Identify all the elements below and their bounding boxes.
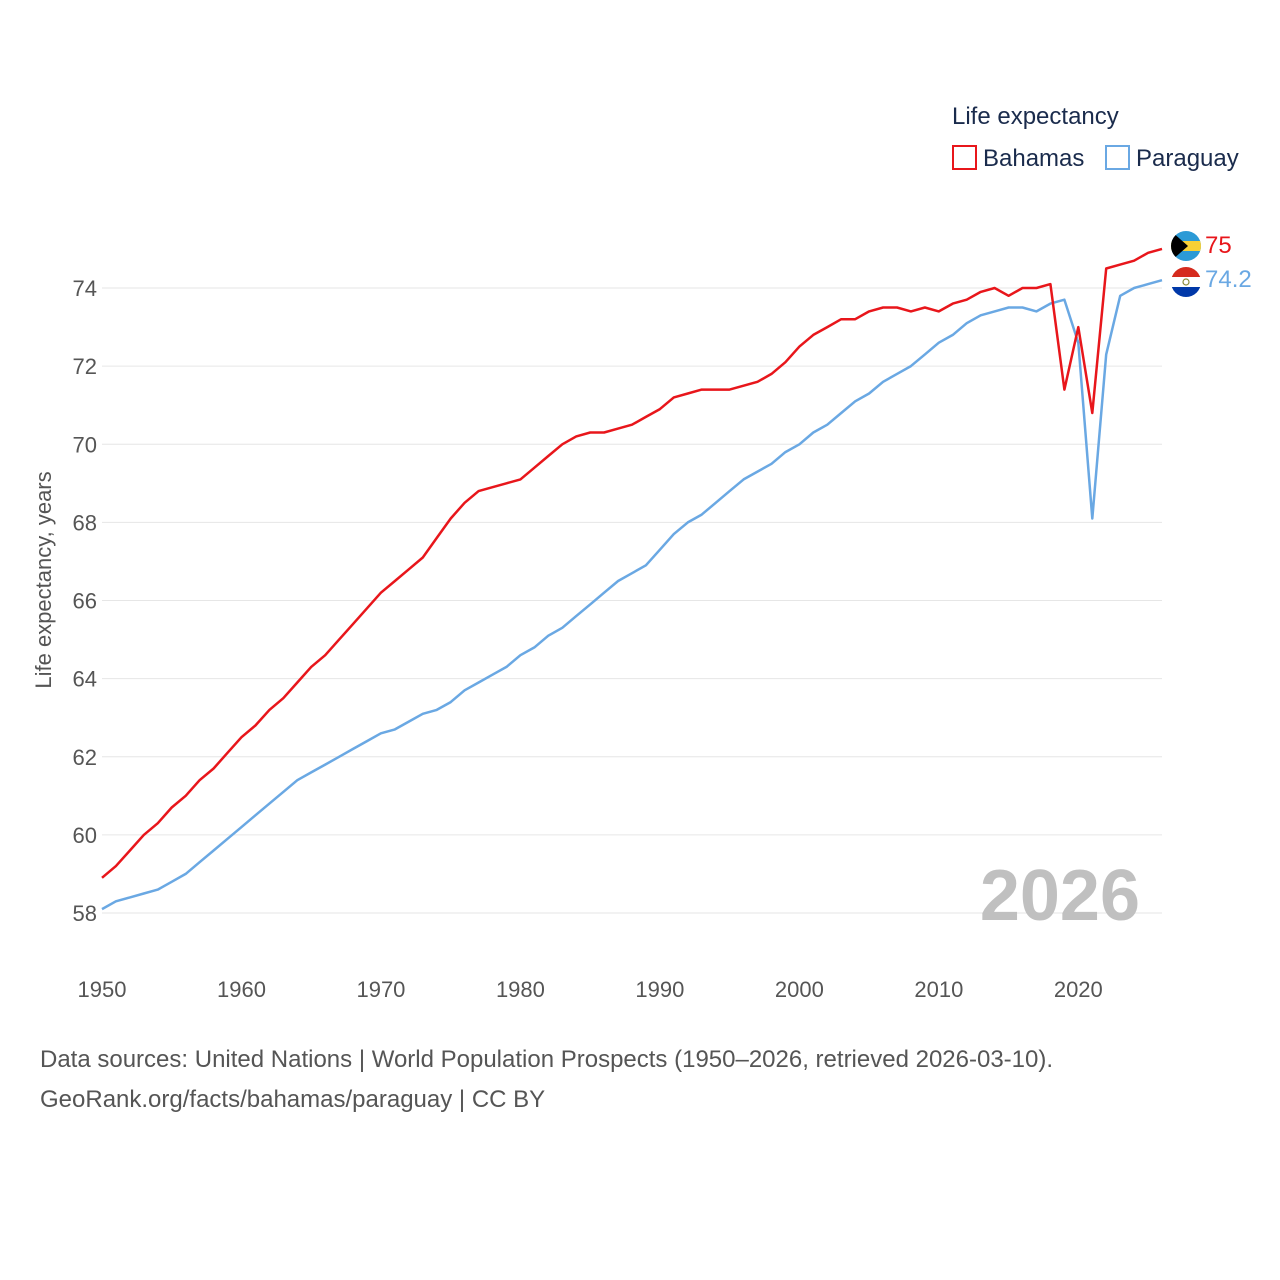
x-tick-label: 1960 [217, 977, 266, 1002]
x-tick-label: 2010 [914, 977, 963, 1002]
legend-swatch-paraguay [1105, 145, 1130, 170]
end-label-bahamas: 75 [1205, 232, 1232, 259]
x-tick-label: 1950 [78, 977, 127, 1002]
y-tick-label: 72 [73, 354, 97, 379]
y-tick-label: 70 [73, 432, 97, 457]
y-tick-label: 74 [73, 276, 97, 301]
x-tick-label: 2020 [1054, 977, 1103, 1002]
y-tick-label: 66 [73, 589, 97, 614]
legend-label-paraguay: Paraguay [1136, 145, 1239, 172]
legend: Life expectancy Bahamas Paraguay [952, 103, 1239, 172]
y-tick-label: 58 [73, 901, 97, 926]
y-tick-label: 62 [73, 745, 97, 770]
y-tick-label: 60 [73, 823, 97, 848]
year-watermark: 2026 [980, 856, 1140, 936]
gridlines [102, 287, 1162, 914]
y-tick-label: 68 [73, 510, 97, 535]
legend-title: Life expectancy [952, 103, 1119, 130]
bahamas-flag-icon [1171, 231, 1201, 261]
legend-label-bahamas: Bahamas [983, 145, 1084, 172]
series-line-paraguay [101, 278, 1163, 911]
legend-swatch-bahamas [952, 145, 977, 170]
x-axis-ticks: 1950 1960 1970 1980 1990 2000 2010 2020 [78, 977, 1103, 1002]
end-label-paraguay: 74.2 [1205, 266, 1252, 293]
paraguay-flag-icon [1171, 267, 1201, 297]
line-chart: 58 60 62 64 66 68 70 72 74 1950 1960 1970 1980 1990 2… [31, 103, 1252, 1002]
x-tick-label: 2000 [775, 977, 824, 1002]
y-axis-ticks: 58 60 62 64 66 68 70 72 74 [73, 276, 97, 926]
source-line-1: Data sources: United Nations | World Pop… [40, 1046, 1054, 1073]
series-lines [101, 247, 1163, 911]
series-line-bahamas [101, 247, 1163, 879]
y-tick-label: 64 [73, 667, 97, 692]
y-axis-label: Life expectancy, years [31, 471, 56, 688]
x-tick-label: 1970 [356, 977, 405, 1002]
source-note: Data sources: United Nations | World Pop… [40, 1040, 1240, 1120]
source-line-2: GeoRank.org/facts/bahamas/paraguay | CC … [40, 1086, 546, 1113]
x-tick-label: 1990 [635, 977, 684, 1002]
x-tick-label: 1980 [496, 977, 545, 1002]
